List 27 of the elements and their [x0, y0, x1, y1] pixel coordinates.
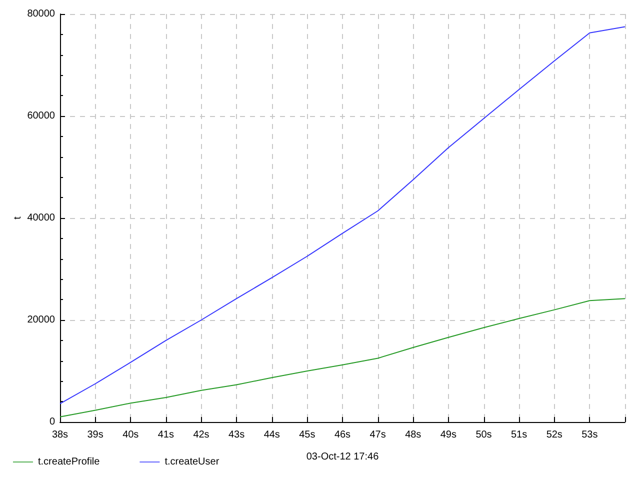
legend-label: t.createProfile [38, 456, 100, 468]
x-axis-title: 03-Oct-12 17:46 [306, 452, 380, 462]
x-tick-label: 38s [52, 430, 68, 440]
x-tick-label: 48s [405, 430, 422, 440]
y-tick-label: 20000 [27, 314, 56, 326]
y-tick-label: 80000 [27, 8, 56, 20]
x-tick-label: 53s [582, 430, 598, 440]
x-tick-label: 50s [476, 430, 492, 440]
x-tick-label: 45s [299, 430, 316, 440]
y-axis-title: t [12, 216, 24, 220]
y-tick-label: 0 [49, 416, 56, 428]
x-tick-label: 42s [193, 430, 210, 440]
y-tick-label: 40000 [27, 212, 56, 224]
legend-label: t.createUser [164, 456, 220, 468]
line-series [60, 298, 626, 418]
x-tick-label: 51s [511, 430, 528, 440]
x-tick-label: 40s [122, 430, 139, 440]
x-tick-label: 44s [264, 430, 280, 440]
x-tick-label: 41s [158, 430, 174, 440]
line-series [60, 26, 626, 404]
x-tick-label: 43s [228, 430, 245, 440]
y-tick-label: 60000 [27, 110, 56, 122]
x-tick-label: 39s [87, 430, 104, 440]
x-tick-label: 52s [546, 430, 562, 440]
x-tick-label: 46s [334, 430, 351, 440]
x-tick-label: 49s [440, 430, 456, 440]
x-tick-label: 47s [370, 430, 386, 440]
